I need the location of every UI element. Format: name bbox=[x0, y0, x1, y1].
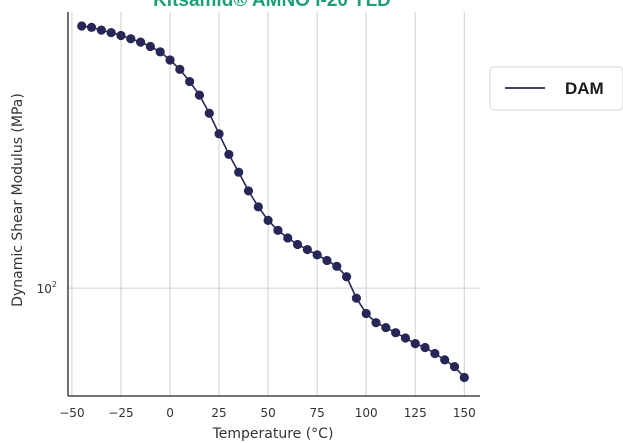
x-tick-label: 75 bbox=[310, 406, 325, 420]
data-point bbox=[332, 261, 342, 271]
data-point bbox=[194, 90, 205, 100]
chart-title: Kitsamid® AMNO I-20 YLD bbox=[153, 0, 391, 11]
x-tick-label: −25 bbox=[108, 406, 133, 420]
data-point bbox=[351, 293, 361, 303]
data-point bbox=[204, 108, 214, 118]
data-point bbox=[283, 233, 293, 243]
data-point bbox=[430, 348, 440, 359]
data-point bbox=[224, 149, 234, 160]
y-tick-labels: 102 bbox=[37, 280, 57, 296]
data-point bbox=[253, 202, 263, 212]
series-line bbox=[81, 25, 465, 379]
data-point bbox=[371, 318, 381, 328]
x-tick-label: 125 bbox=[404, 406, 427, 420]
data-point bbox=[106, 28, 116, 38]
x-tick-label: 0 bbox=[166, 406, 174, 420]
x-tick-label: 25 bbox=[211, 406, 226, 420]
data-point bbox=[420, 342, 430, 353]
data-point bbox=[135, 37, 146, 47]
data-point bbox=[302, 244, 312, 255]
data-point bbox=[381, 322, 391, 333]
x-tick-label: 150 bbox=[453, 406, 476, 420]
data-point bbox=[322, 255, 332, 266]
data-point bbox=[96, 25, 106, 35]
x-tick-label: 50 bbox=[260, 406, 275, 420]
series-dam bbox=[77, 21, 469, 383]
y-tick-label: 102 bbox=[37, 280, 57, 296]
data-point bbox=[341, 272, 352, 282]
legend: DAM bbox=[489, 66, 623, 111]
x-tick-labels: −50 −25 0 25 50 75 100 125 150 bbox=[59, 406, 475, 420]
x-tick-label: −50 bbox=[59, 406, 84, 420]
data-point bbox=[86, 22, 97, 32]
x-axis-label: Temperature (°C) bbox=[212, 426, 334, 442]
data-point bbox=[126, 34, 136, 44]
data-point bbox=[77, 21, 87, 31]
data-point bbox=[459, 372, 469, 383]
data-point bbox=[361, 308, 371, 319]
grid bbox=[68, 12, 480, 396]
data-point bbox=[410, 338, 420, 349]
data-point bbox=[234, 167, 244, 177]
data-point bbox=[214, 129, 224, 139]
data-point bbox=[312, 250, 322, 260]
data-point bbox=[449, 362, 460, 372]
data-point bbox=[116, 30, 126, 41]
data-point bbox=[273, 225, 283, 235]
data-point bbox=[155, 47, 165, 57]
x-tick-label: 100 bbox=[355, 406, 378, 420]
data-point bbox=[145, 41, 155, 52]
data-point bbox=[391, 328, 401, 338]
data-point bbox=[185, 76, 195, 87]
data-point bbox=[440, 355, 450, 365]
data-point bbox=[292, 239, 303, 250]
y-axis-label: Dynamic Shear Modulus (MPa) bbox=[10, 93, 26, 307]
legend-box bbox=[489, 66, 623, 111]
data-point bbox=[400, 333, 411, 343]
data-point bbox=[243, 186, 254, 196]
data-point bbox=[263, 215, 273, 225]
legend-label-dam: DAM bbox=[565, 79, 604, 98]
data-point bbox=[165, 55, 175, 65]
data-point bbox=[175, 64, 185, 74]
